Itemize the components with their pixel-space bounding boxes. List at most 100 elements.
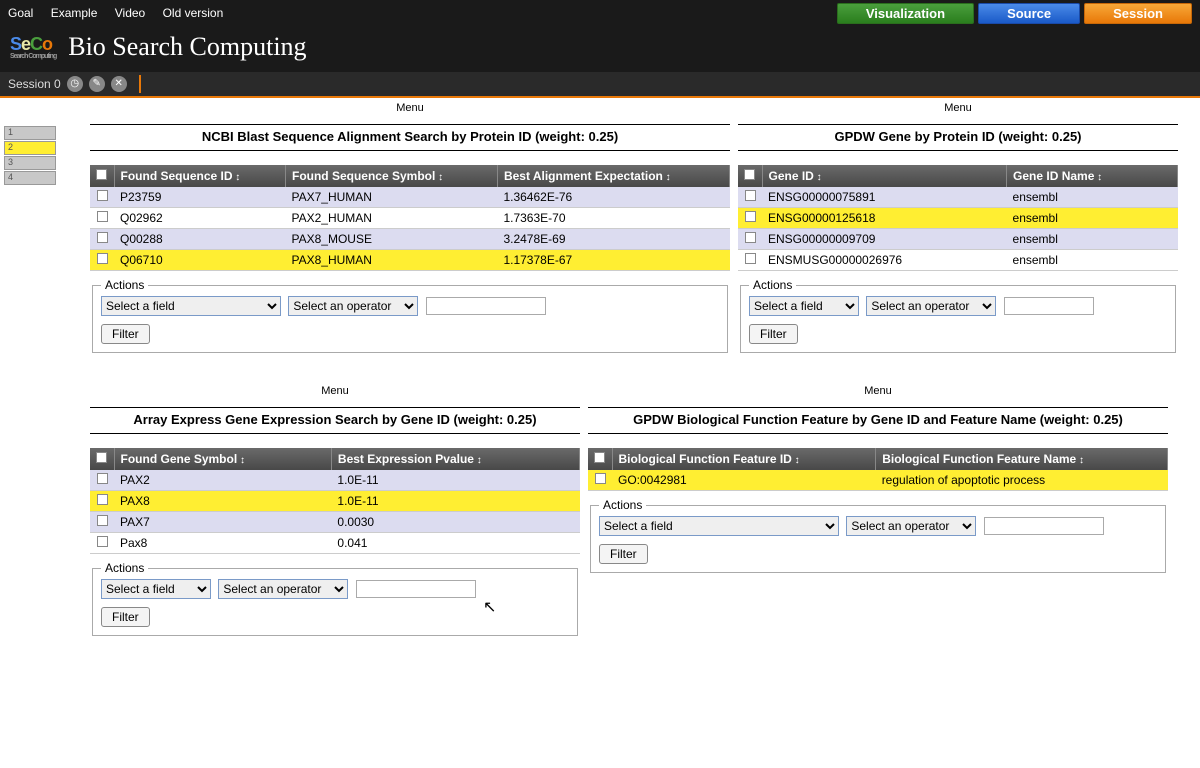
results-table: Found Sequence ID Found Sequence Symbol …: [90, 165, 730, 271]
table-row[interactable]: ENSG00000125618ensembl: [738, 208, 1178, 229]
select-all-checkbox[interactable]: [594, 452, 605, 463]
table-row[interactable]: Q02962PAX2_HUMAN1.7363E-70: [90, 208, 730, 229]
table-row[interactable]: ENSMUSG00000026976ensembl: [738, 250, 1178, 271]
nav-example[interactable]: Example: [51, 6, 98, 20]
select-field[interactable]: Select a field: [101, 296, 281, 316]
row-checkbox[interactable]: [97, 494, 108, 505]
panel-title: GPDW Biological Function Feature by Gene…: [588, 407, 1168, 434]
actions-box: Actions Select a field Select an operato…: [92, 568, 578, 636]
session-active-marker: [139, 75, 141, 93]
table-header: Found Sequence ID Found Sequence Symbol …: [90, 165, 730, 187]
table-row[interactable]: GO:0042981regulation of apoptotic proces…: [588, 470, 1168, 491]
col-gene-id[interactable]: Gene ID: [762, 165, 1007, 187]
nav-video[interactable]: Video: [115, 6, 145, 20]
app-title: Bio Search Computing: [68, 32, 306, 62]
select-all-checkbox[interactable]: [96, 169, 107, 180]
row-checkbox[interactable]: [745, 232, 756, 243]
select-operator[interactable]: Select an operator: [218, 579, 348, 599]
table-row[interactable]: P23759PAX7_HUMAN1.36462E-76: [90, 187, 730, 208]
sidebar-item-3[interactable]: 3: [4, 156, 56, 170]
panel-menu[interactable]: Menu: [90, 381, 580, 407]
filter-value-input[interactable]: [984, 517, 1104, 535]
table-row[interactable]: ENSG00000009709ensembl: [738, 229, 1178, 250]
table-row[interactable]: PAX21.0E-11: [90, 470, 580, 491]
panel-menu[interactable]: Menu: [90, 98, 730, 124]
row-checkbox[interactable]: [745, 211, 756, 222]
panel-array-express: Menu Array Express Gene Expression Searc…: [90, 381, 580, 644]
row-checkbox[interactable]: [97, 536, 108, 547]
select-field[interactable]: Select a field: [599, 516, 839, 536]
tab-session[interactable]: Session: [1084, 3, 1192, 24]
row-checkbox[interactable]: [97, 515, 108, 526]
col-best-alignment[interactable]: Best Alignment Expectation: [497, 165, 729, 187]
select-operator[interactable]: Select an operator: [866, 296, 996, 316]
panel-menu[interactable]: Menu: [588, 381, 1168, 407]
actions-legend: Actions: [101, 561, 148, 575]
select-field[interactable]: Select a field: [101, 579, 211, 599]
panel-gpdw-biofunction: Menu GPDW Biological Function Feature by…: [588, 381, 1168, 644]
actions-box: Actions Select a field Select an operato…: [92, 285, 728, 353]
row-checkbox[interactable]: [97, 253, 108, 264]
sidebar-item-2[interactable]: 2: [4, 141, 56, 155]
select-all-checkbox[interactable]: [96, 452, 107, 463]
table-header: Biological Function Feature ID Biologica…: [588, 448, 1168, 470]
filter-button[interactable]: Filter: [749, 324, 798, 344]
col-biofunc-name[interactable]: Biological Function Feature Name: [876, 448, 1168, 470]
col-biofunc-id[interactable]: Biological Function Feature ID: [612, 448, 876, 470]
session-label: Session 0: [8, 77, 61, 91]
actions-legend: Actions: [599, 498, 646, 512]
row-checkbox[interactable]: [745, 253, 756, 264]
nav-goal[interactable]: Goal: [8, 6, 33, 20]
panel-gpdw-gene: Menu GPDW Gene by Protein ID (weight: 0.…: [738, 98, 1178, 361]
col-gene-symbol[interactable]: Found Gene Symbol: [114, 448, 331, 470]
row-checkbox[interactable]: [97, 232, 108, 243]
tab-source[interactable]: Source: [978, 3, 1080, 24]
filter-value-input[interactable]: [356, 580, 476, 598]
select-operator[interactable]: Select an operator: [846, 516, 976, 536]
row-checkbox[interactable]: [97, 190, 108, 201]
row-checkbox[interactable]: [595, 473, 606, 484]
actions-legend: Actions: [749, 278, 796, 292]
table-row[interactable]: Q00288PAX8_MOUSE3.2478E-69: [90, 229, 730, 250]
filter-value-input[interactable]: [426, 297, 546, 315]
close-icon[interactable]: ✕: [111, 76, 127, 92]
panel-title: GPDW Gene by Protein ID (weight: 0.25): [738, 124, 1178, 151]
col-found-seq-symbol[interactable]: Found Sequence Symbol: [285, 165, 497, 187]
table-row[interactable]: Q06710PAX8_HUMAN1.17378E-67: [90, 250, 730, 271]
sidebar-item-1[interactable]: 1: [4, 126, 56, 140]
table-header: Found Gene Symbol Best Expression Pvalue: [90, 448, 580, 470]
panel-menu[interactable]: Menu: [738, 98, 1178, 124]
panel-ncbi-blast: Menu NCBI Blast Sequence Alignment Searc…: [90, 98, 730, 361]
row-checkbox[interactable]: [97, 473, 108, 484]
nav-oldversion[interactable]: Old version: [163, 6, 224, 20]
tab-visualization[interactable]: Visualization: [837, 3, 974, 24]
sidebar: 1 2 3 4: [0, 98, 90, 644]
filter-value-input[interactable]: [1004, 297, 1094, 315]
row-checkbox[interactable]: [97, 211, 108, 222]
panel-title: NCBI Blast Sequence Alignment Search by …: [90, 124, 730, 151]
session-bar: Session 0 ◷ ✎ ✕: [0, 72, 1200, 98]
col-gene-id-name[interactable]: Gene ID Name: [1007, 165, 1178, 187]
table-row[interactable]: Pax80.041: [90, 533, 580, 554]
row-checkbox[interactable]: [745, 190, 756, 201]
clock-icon[interactable]: ◷: [67, 76, 83, 92]
filter-button[interactable]: Filter: [599, 544, 648, 564]
edit-icon[interactable]: ✎: [89, 76, 105, 92]
select-all-checkbox[interactable]: [744, 169, 755, 180]
col-expression-pvalue[interactable]: Best Expression Pvalue: [331, 448, 579, 470]
actions-box: Actions Select a field Select an operato…: [590, 505, 1166, 573]
table-row[interactable]: PAX70.0030: [90, 512, 580, 533]
select-field[interactable]: Select a field: [749, 296, 859, 316]
table-row[interactable]: PAX81.0E-11: [90, 491, 580, 512]
sidebar-item-4[interactable]: 4: [4, 171, 56, 185]
mode-tabs: Visualization Source Session: [837, 3, 1192, 24]
brand-bar: SeCo Search Computing Bio Search Computi…: [0, 26, 1200, 72]
results-table: Biological Function Feature ID Biologica…: [588, 448, 1168, 491]
table-row[interactable]: ENSG00000075891ensembl: [738, 187, 1178, 208]
actions-legend: Actions: [101, 278, 148, 292]
select-operator[interactable]: Select an operator: [288, 296, 418, 316]
filter-button[interactable]: Filter: [101, 607, 150, 627]
col-found-seq-id[interactable]: Found Sequence ID: [114, 165, 285, 187]
table-header: Gene ID Gene ID Name: [738, 165, 1178, 187]
filter-button[interactable]: Filter: [101, 324, 150, 344]
